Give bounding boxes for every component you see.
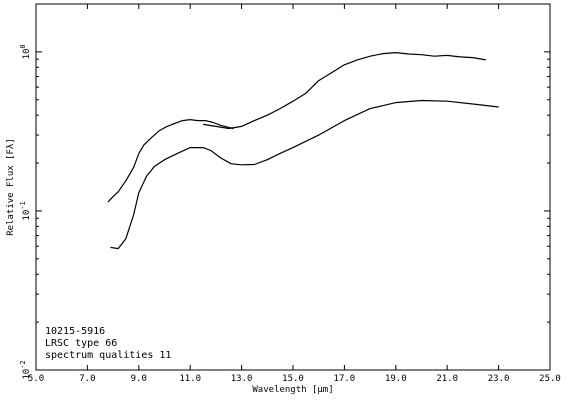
y-tick-label: 10-2 bbox=[19, 360, 32, 379]
x-tick-label: 11.0 bbox=[179, 374, 201, 384]
y-axis-label: Relative Flux [Fλ] bbox=[6, 138, 16, 236]
x-axis: 5.0 7.0 9.0 11.0 13.0 15.0 17.0 19.0 21.0 23.0 25.… bbox=[28, 4, 561, 384]
y-axis: 100 10-1 10-2 bbox=[19, 3, 550, 380]
x-tick-label: 7.0 bbox=[79, 374, 95, 384]
y-tick-label: 100 bbox=[19, 44, 32, 59]
plot-frame bbox=[35, 3, 551, 371]
x-tick-label: 17.0 bbox=[334, 374, 356, 384]
series-line-1 bbox=[107, 119, 235, 203]
x-tick-label: 15.0 bbox=[282, 374, 304, 384]
series-layer bbox=[107, 52, 499, 250]
y-tick-label: 10-1 bbox=[19, 201, 32, 220]
annotation-lrsc-type: LRSC type 66 bbox=[45, 338, 117, 349]
x-axis-label: Wavelength [µm] bbox=[252, 385, 333, 395]
annotation-spectrum-quality: spectrum qualities 11 bbox=[45, 350, 171, 361]
x-tick-label: 5.0 bbox=[28, 374, 44, 384]
x-tick-label: 19.0 bbox=[385, 374, 407, 384]
x-tick-label: 13.0 bbox=[231, 374, 253, 384]
x-tick-label: 25.0 bbox=[539, 374, 561, 384]
annotation-source-id: 10215-5916 bbox=[45, 326, 105, 337]
annotation-block: 10215-5916 LRSC type 66 spectrum qualiti… bbox=[45, 326, 171, 361]
x-tick-label: 23.0 bbox=[488, 374, 510, 384]
x-tick-label: 21.0 bbox=[436, 374, 458, 384]
series-line-3 bbox=[110, 99, 499, 250]
series-line-2 bbox=[203, 52, 486, 130]
x-tick-label: 9.0 bbox=[131, 374, 147, 384]
